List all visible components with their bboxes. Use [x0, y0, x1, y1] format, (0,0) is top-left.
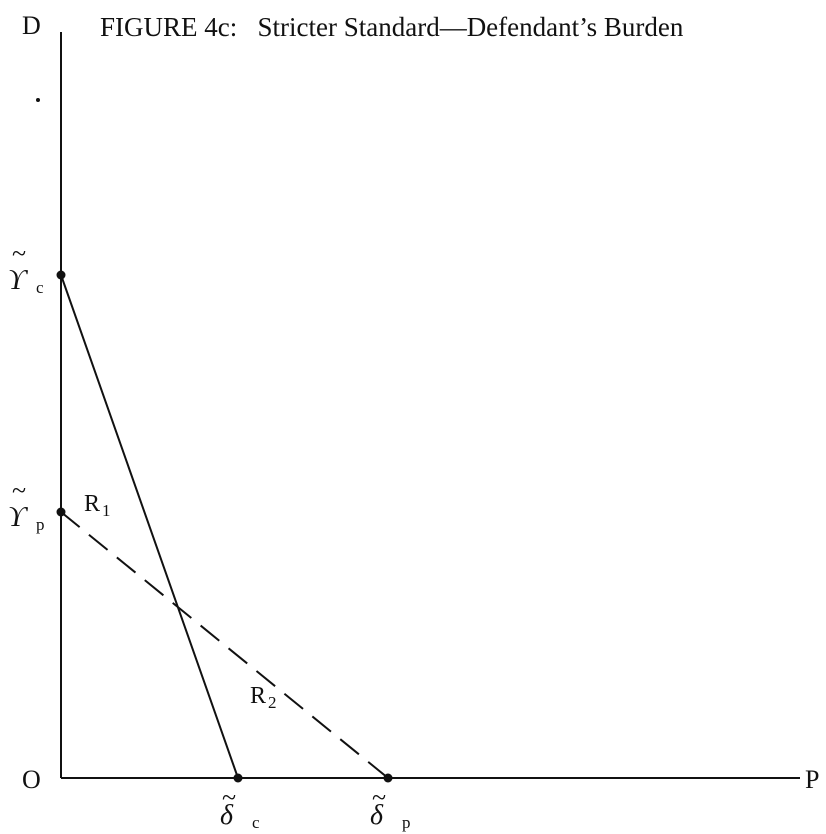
label-delta-p-subscript: p: [402, 813, 411, 832]
label-gamma-p-subscript: p: [36, 515, 45, 534]
label-delta-p-tilde: ~: [372, 783, 386, 812]
label-delta-c: ~ δ c: [220, 783, 260, 832]
figure-title: FIGURE 4c: Stricter Standard—Defendant’s…: [100, 12, 684, 42]
label-delta-p: ~ δ p: [370, 783, 411, 832]
label-delta-p-symbol: δ: [370, 800, 384, 831]
region-r2-subscript: 2: [268, 693, 277, 712]
region-r1-letter: R: [84, 491, 100, 517]
label-gamma-c-symbol: ϒ: [8, 265, 28, 296]
label-gamma-c: ~ ϒ c: [8, 239, 44, 297]
label-delta-c-subscript: c: [252, 813, 260, 832]
label-gamma-c-subscript: c: [36, 278, 44, 297]
point-gamma-p: [56, 507, 66, 517]
region-label-r1: R 1: [84, 491, 111, 520]
axis-label-p: P: [805, 765, 819, 794]
label-gamma-c-tilde: ~: [12, 239, 26, 268]
region-r1-subscript: 1: [102, 501, 111, 520]
label-gamma-p-tilde: ~: [12, 476, 26, 505]
region-r2-letter: R: [250, 683, 266, 709]
point-delta-c: [233, 773, 243, 783]
stray-mark: [36, 98, 40, 102]
label-gamma-p: ~ ϒ p: [8, 476, 45, 534]
point-delta-p: [383, 773, 393, 783]
label-delta-c-symbol: δ: [220, 800, 234, 831]
axis-label-d: D: [22, 11, 41, 40]
solid-line-gamma-c-to-delta-c: [60, 274, 239, 779]
region-label-r2: R 2: [250, 683, 277, 712]
label-gamma-p-symbol: ϒ: [8, 502, 28, 533]
origin-label-o: O: [22, 765, 41, 794]
point-gamma-c: [56, 270, 66, 280]
label-delta-c-tilde: ~: [222, 783, 236, 812]
